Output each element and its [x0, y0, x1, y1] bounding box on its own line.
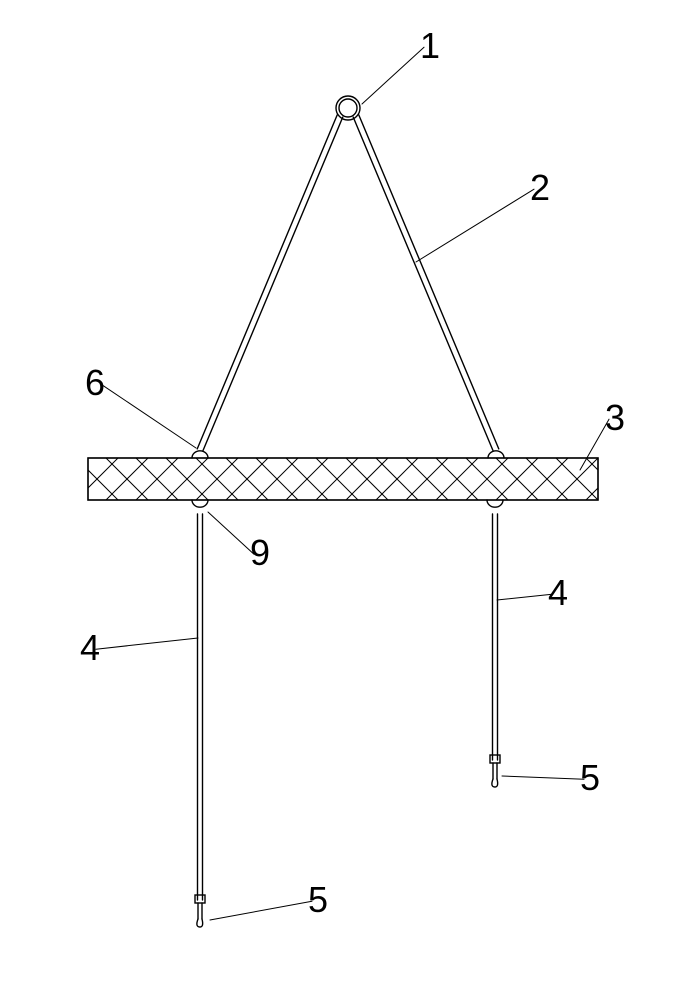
bottom-lug-right	[487, 500, 503, 507]
top-lug-right	[488, 451, 504, 458]
callout-label: 6	[85, 362, 105, 403]
callout-label: 4	[548, 572, 568, 613]
callout-label: 5	[580, 757, 600, 798]
hook-left	[195, 895, 205, 903]
bottom-lug-left	[192, 500, 208, 507]
top-lug-left	[192, 451, 208, 458]
callout-label: 3	[605, 397, 625, 438]
leader-line	[101, 384, 196, 448]
callout-label: 1	[420, 25, 440, 66]
leader-line	[208, 512, 254, 554]
callout-label: 4	[80, 627, 100, 668]
leader-line	[497, 594, 552, 600]
callout-label: 5	[308, 879, 328, 920]
diagram-canvas: 1 2 3 6 9 4 4 5 5	[0, 0, 679, 1000]
callout-label: 9	[250, 532, 270, 573]
leader-line	[362, 47, 424, 104]
hook-right	[490, 755, 500, 763]
leader-line	[416, 189, 534, 262]
callout-label: 2	[530, 167, 550, 208]
upper-rope-left	[197, 115, 337, 449]
leader-line	[210, 901, 312, 920]
leader-line	[502, 776, 584, 779]
upper-rope-right	[353, 117, 493, 451]
leader-line	[96, 638, 198, 649]
spreader-beam	[88, 458, 598, 500]
